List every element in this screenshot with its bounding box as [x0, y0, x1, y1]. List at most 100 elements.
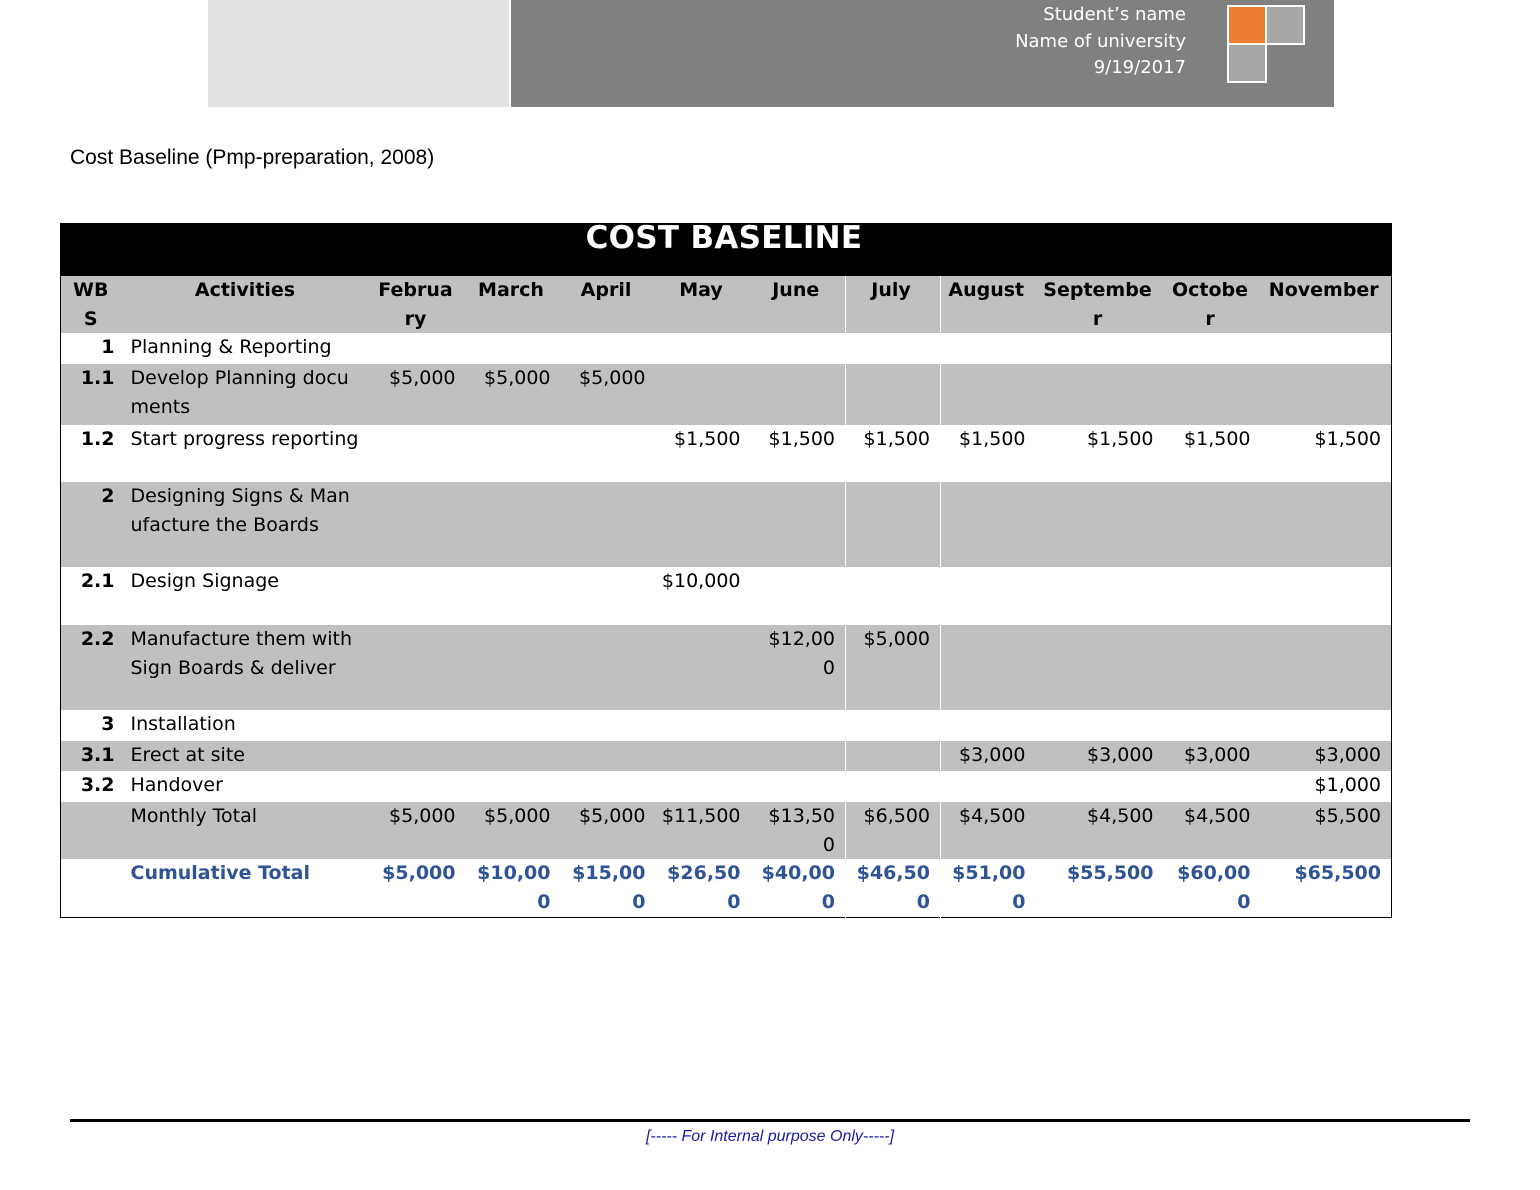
table-row: 1 Planning & Reporting	[60, 333, 1392, 364]
value-cell	[940, 482, 1036, 567]
value-cell	[750, 364, 846, 425]
wbs-cell: 3	[60, 710, 125, 741]
column-header: February	[369, 276, 466, 333]
value-cell	[369, 567, 466, 625]
activity-cell: Develop Planning documents	[124, 364, 370, 425]
header-info: Student’s name Name of university 9/19/2…	[1015, 2, 1186, 82]
value-cell	[1163, 710, 1261, 741]
column-header: July	[845, 276, 941, 333]
value-cell	[655, 741, 751, 771]
value-cell	[369, 333, 466, 364]
value-cell	[465, 741, 561, 771]
university-name: Name of university	[1015, 30, 1186, 52]
value-cell	[845, 741, 941, 771]
value-cell: $26,500	[655, 859, 751, 917]
value-cell	[1163, 482, 1261, 567]
value-cell: $10,000	[465, 859, 561, 917]
value-cell	[465, 482, 561, 567]
value-cell: $46,500	[845, 859, 941, 917]
activity-cell: Cumulative Total	[124, 859, 370, 917]
value-cell: $60,000	[1163, 859, 1261, 917]
value-cell	[750, 333, 846, 364]
value-cell	[1260, 625, 1392, 710]
value-cell	[560, 425, 656, 482]
value-cell: $4,500	[1035, 802, 1164, 859]
column-header: June	[750, 276, 846, 333]
value-cell: $5,000	[560, 364, 656, 425]
activity-cell: Designing Signs & Manufacture the Boards	[124, 482, 370, 567]
value-cell	[369, 625, 466, 710]
activity-cell: Manufacture them with Sign Boards & deli…	[124, 625, 370, 710]
header-date: 9/19/2017	[1093, 57, 1186, 78]
value-cell	[1260, 567, 1392, 625]
value-cell	[369, 710, 466, 741]
wbs-cell	[60, 859, 125, 917]
value-cell	[655, 771, 751, 802]
value-cell: $5,500	[1260, 802, 1392, 859]
value-cell	[465, 710, 561, 741]
value-cell	[560, 625, 656, 710]
value-cell: $40,000	[750, 859, 846, 917]
value-cell	[845, 567, 941, 625]
column-header: October	[1163, 276, 1261, 333]
value-cell	[1035, 364, 1164, 425]
value-cell	[750, 482, 846, 567]
value-cell	[369, 771, 466, 802]
table-row: 3.2 Handover $1,000	[60, 771, 1392, 802]
table-row: 2.2 Manufacture them with Sign Boards & d…	[60, 625, 1392, 710]
value-cell	[655, 710, 751, 741]
wbs-cell: 3.2	[60, 771, 125, 802]
value-cell: $5,000	[369, 859, 466, 917]
table-row: 2 Designing Signs & Manufacture the Board…	[60, 482, 1392, 567]
activity-cell: Monthly Total	[124, 802, 370, 859]
table-row: 2.1 Design Signage $10,000	[60, 567, 1392, 625]
value-cell: $11,500	[655, 802, 751, 859]
value-cell	[1163, 771, 1261, 802]
value-cell	[940, 567, 1036, 625]
value-cell: $3,000	[1260, 741, 1392, 771]
orange-square-icon	[1227, 5, 1267, 45]
value-cell: $3,000	[940, 741, 1036, 771]
value-cell: $4,500	[940, 802, 1036, 859]
column-header: April	[560, 276, 656, 333]
value-cell	[560, 482, 656, 567]
wbs-cell: 1	[60, 333, 125, 364]
value-cell: $5,000	[369, 802, 466, 859]
value-cell	[465, 567, 561, 625]
value-cell	[940, 771, 1036, 802]
value-cell	[465, 771, 561, 802]
value-cell	[369, 741, 466, 771]
wbs-cell: 3.1	[60, 741, 125, 771]
value-cell	[369, 482, 466, 567]
footer-text: [----- For Internal purpose Only-----]	[645, 1128, 895, 1145]
value-cell: $5,000	[845, 625, 941, 710]
value-cell: $1,500	[1260, 425, 1392, 482]
value-cell: $1,500	[1163, 425, 1261, 482]
column-header: Activities	[124, 276, 370, 333]
value-cell	[1163, 567, 1261, 625]
value-cell: $65,500	[1260, 859, 1392, 917]
value-cell	[465, 333, 561, 364]
value-cell	[655, 625, 751, 710]
table-row: Monthly Total $5,000 $5,000 $5,000 $11,500 $1…	[60, 802, 1392, 859]
value-cell	[1035, 482, 1164, 567]
value-cell	[655, 482, 751, 567]
activity-cell: Installation	[124, 710, 370, 741]
wbs-cell: 1.1	[60, 364, 125, 425]
value-cell	[560, 771, 656, 802]
value-cell	[750, 710, 846, 741]
value-cell	[1035, 710, 1164, 741]
value-cell: $1,500	[750, 425, 846, 482]
value-cell	[845, 710, 941, 741]
value-cell	[560, 710, 656, 741]
value-cell: $5,000	[369, 364, 466, 425]
column-header: November	[1260, 276, 1392, 333]
wbs-cell	[60, 802, 125, 859]
value-cell: $1,000	[1260, 771, 1392, 802]
value-cell: $1,500	[845, 425, 941, 482]
cost-baseline-table: COST BASELINE WBS Activities February March…	[60, 223, 1392, 918]
table-row: 3.1 Erect at site $3,000 $3,000 $3,000 $3,000	[60, 741, 1392, 771]
activity-cell: Design Signage	[124, 567, 370, 625]
value-cell: $5,000	[560, 802, 656, 859]
value-cell	[940, 710, 1036, 741]
